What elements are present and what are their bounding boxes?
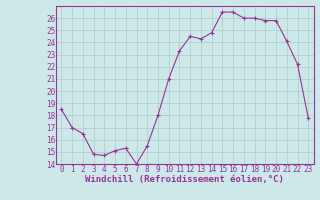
X-axis label: Windchill (Refroidissement éolien,°C): Windchill (Refroidissement éolien,°C) — [85, 175, 284, 184]
